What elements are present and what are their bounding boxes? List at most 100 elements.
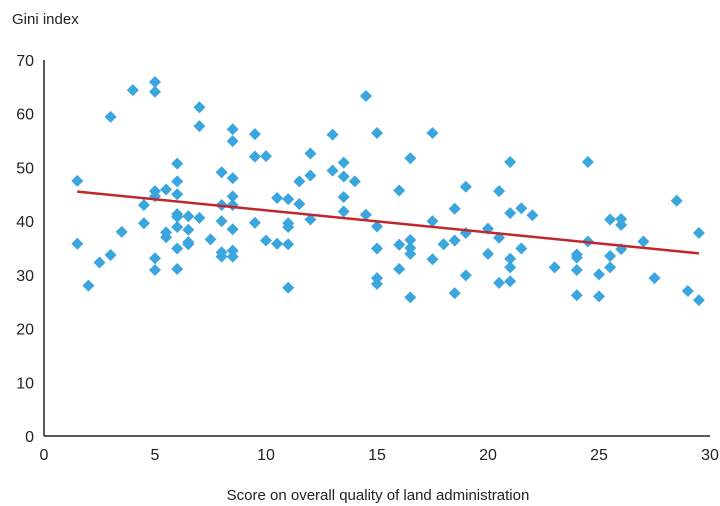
data-point [171,262,184,275]
data-point [137,217,150,230]
data-point [371,242,383,255]
data-point [593,268,605,281]
data-point [337,156,350,169]
data-point [404,291,417,304]
data-point [282,281,295,294]
x-axis-tick-labels: 0 5 10 15 20 25 30 [40,447,719,464]
data-point [71,174,84,187]
data-point [337,205,350,218]
data-point [193,120,206,133]
data-point [448,234,461,247]
data-point [104,248,117,261]
data-point [604,261,617,274]
data-point [282,238,295,251]
data-point [171,210,184,223]
data-point [260,234,272,247]
data-point [226,172,239,185]
data-point [393,184,406,197]
data-point [226,135,239,148]
data-point [149,85,161,98]
x-tick-label: 30 [701,447,719,464]
data-point [182,238,195,251]
data-point [393,238,406,251]
y-tick-label: 60 [16,107,34,124]
data-point [359,89,372,102]
data-point [615,218,628,231]
y-tick-label: 70 [16,53,34,70]
data-point [160,231,173,244]
data-point [182,210,195,223]
data-point [504,252,517,265]
data-point [171,175,184,188]
data-point [526,209,539,222]
data-point [304,147,317,160]
data-point [482,247,494,260]
data-point [337,190,350,203]
data-point [149,264,161,277]
y-axis-tick-labels: 0 10 20 30 40 50 60 70 [16,53,34,446]
data-point [149,76,161,89]
data-points [71,76,705,307]
data-point [193,211,206,224]
data-point [504,207,517,220]
data-point [215,250,228,263]
data-point [493,276,506,289]
data-point [515,242,528,255]
data-point [215,166,228,179]
data-point [204,233,217,246]
x-tick-label: 15 [368,447,386,464]
data-point [337,170,350,183]
data-point [104,110,117,123]
data-point [93,256,106,269]
data-point [604,213,617,226]
data-point [226,250,239,263]
y-tick-label: 40 [16,214,34,231]
data-point [459,180,472,193]
y-tick-label: 50 [16,160,34,177]
data-point [160,183,173,196]
data-point [282,193,295,206]
data-point [248,150,261,163]
data-point [404,233,417,246]
data-point [326,128,339,141]
data-point [126,84,139,97]
data-point [171,221,184,234]
data-point [637,235,650,248]
y-tick-label: 20 [16,322,34,339]
data-point [171,188,184,201]
data-point [293,197,306,210]
data-point [404,247,417,260]
x-tick-label: 5 [151,447,160,464]
data-point [226,199,239,212]
data-point [371,277,383,290]
data-point [193,101,206,114]
data-point [692,226,705,239]
data-point [215,215,228,228]
data-point [82,279,95,292]
x-axis-title: Score on overall quality of land adminis… [227,487,530,504]
data-point [570,264,583,277]
data-point [359,208,372,221]
data-point [304,169,317,182]
x-tick-label: 25 [590,447,608,464]
data-point [282,221,295,234]
data-point [604,250,617,263]
data-point [248,216,261,229]
data-point [426,215,439,228]
trendline [77,190,700,255]
data-point [149,252,161,265]
x-tick-label: 10 [257,447,275,464]
data-point [393,262,406,275]
data-point [226,190,239,203]
data-point [348,175,361,188]
data-point [371,220,383,233]
data-point [115,225,128,238]
data-point [71,237,84,250]
data-point [570,289,583,302]
data-point [226,223,239,236]
y-tick-label: 0 [25,429,34,446]
data-point [504,275,517,288]
data-point [670,194,683,207]
data-point [570,251,583,264]
